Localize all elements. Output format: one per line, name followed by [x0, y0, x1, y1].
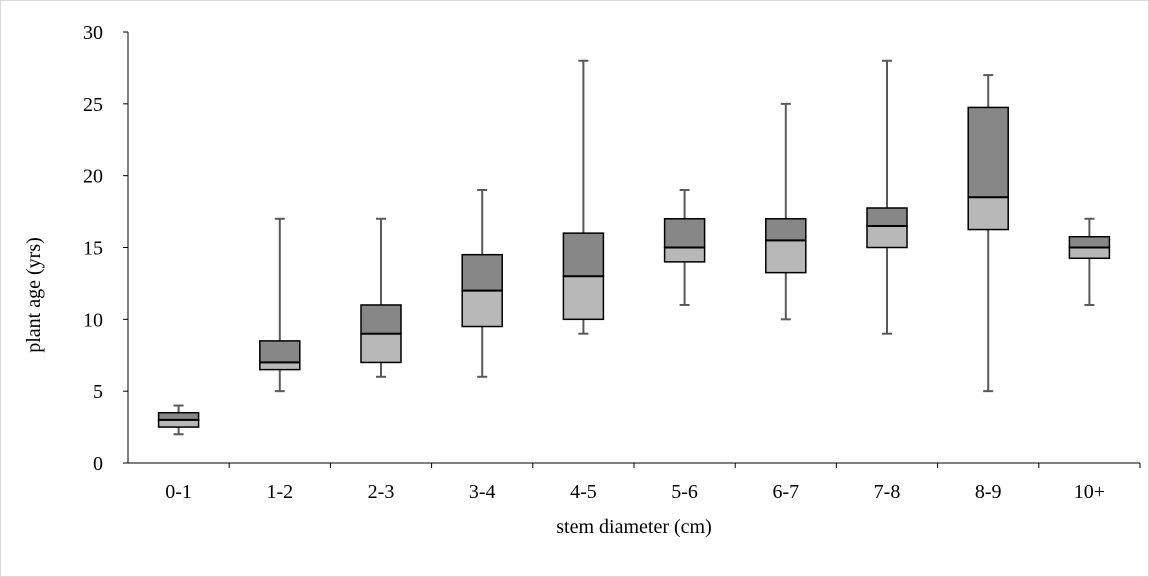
box-lower-quartile: [259, 361, 301, 371]
x-tick-label: 4-5: [570, 481, 597, 503]
x-tick-label: 5-6: [671, 481, 698, 503]
boxes-layer: [157, 59, 1111, 436]
x-tick-label: 0-1: [165, 481, 192, 503]
x-tick-label: 2-3: [368, 481, 395, 503]
y-tick-label: 5: [93, 381, 103, 403]
box-upper-quartile: [259, 340, 301, 364]
box-lower-quartile: [157, 419, 200, 428]
box-upper-quartile: [562, 232, 605, 277]
y-tick-label: 10: [83, 309, 103, 331]
x-tick-label: 10+: [1074, 481, 1105, 503]
y-tick-label: 20: [83, 166, 103, 188]
box-lower-quartile: [866, 225, 908, 249]
y-axis-title: plant age (yrs): [23, 237, 45, 353]
y-axis: 0 5 10 15 20 25 30: [83, 22, 129, 475]
x-tick-label: 7-8: [874, 481, 901, 503]
x-tick-label: 1-2: [266, 481, 293, 503]
box-upper-quartile: [866, 207, 908, 227]
x-axis: 0-1 1-2 2-3 3-4 4-5 5-6 6-7 7-8 8-9 10+: [128, 462, 1141, 503]
box-lower-quartile: [765, 239, 807, 274]
x-axis-title: stem diameter (cm): [556, 516, 712, 538]
y-tick-label: 30: [83, 22, 103, 44]
y-tick-label: 0: [93, 453, 103, 475]
box-upper-quartile: [360, 304, 402, 335]
box-upper-quartile: [663, 218, 706, 249]
box-upper-quartile: [461, 253, 503, 292]
x-tick-label: 6-7: [772, 481, 799, 503]
box-lower-quartile: [461, 289, 503, 328]
box-upper-quartile: [765, 218, 807, 242]
box-lower-quartile: [360, 332, 402, 364]
box-upper-quartile: [1068, 235, 1111, 249]
x-tick-label: 8-9: [975, 481, 1002, 503]
x-tick-label: 3-4: [469, 481, 496, 503]
box-lower-quartile: [663, 246, 706, 263]
box-lower-quartile: [562, 275, 605, 321]
box-lower-quartile: [967, 196, 1009, 231]
box-lower-quartile: [1068, 246, 1111, 260]
y-tick-label: 25: [83, 94, 103, 116]
y-tick-label: 15: [83, 238, 103, 260]
box-upper-quartile: [157, 411, 200, 421]
box-upper-quartile: [967, 106, 1009, 198]
